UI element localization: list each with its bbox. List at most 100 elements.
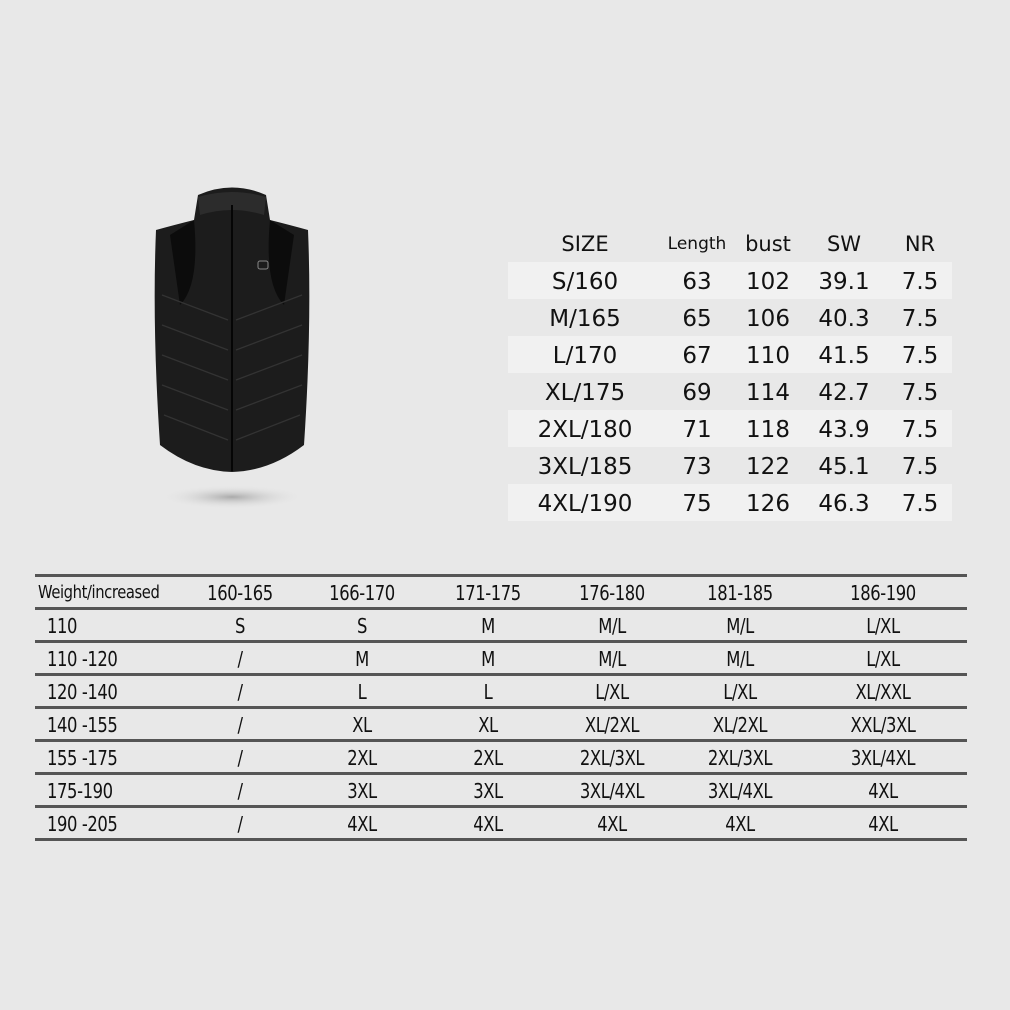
- size-table-cell: 106: [746, 306, 790, 332]
- fit-size-cell: 4XL: [868, 779, 898, 803]
- size-table-cell: XL/175: [544, 380, 626, 406]
- fit-table-header: Weight/increased 160-165 166-170 171-175 176…: [35, 574, 967, 607]
- weight-cell: 110 -120: [47, 647, 118, 671]
- size-table-row: XL/175 69 114 42.7 7.5: [508, 373, 952, 410]
- size-table-cell: 40.3: [818, 306, 870, 332]
- fit-size-cell: S: [356, 614, 368, 638]
- size-table-cell: 45.1: [818, 454, 870, 480]
- fit-size-cell: XXL/3XL: [850, 713, 916, 737]
- header-nr: NR: [904, 232, 936, 256]
- size-table-cell: 126: [746, 491, 790, 517]
- size-table-row: 3XL/185 73 122 45.1 7.5: [508, 447, 952, 484]
- fit-size-cell: M/L: [726, 647, 754, 671]
- fit-size-cell: /: [237, 680, 243, 704]
- header-length: Length: [667, 234, 727, 254]
- size-table-cell: 63: [682, 269, 712, 295]
- fit-size-cell: L/XL: [866, 647, 900, 671]
- fit-size-cell: L: [483, 680, 493, 704]
- fit-size-cell: 176-180: [579, 581, 645, 605]
- fit-size-cell: 171-175: [455, 581, 521, 605]
- fit-table-row: 120 -140 / L L L/XL L/XL XL/XXL: [35, 673, 967, 706]
- fit-size-cell: 3XL: [347, 779, 377, 803]
- fit-size-cell: 2XL: [473, 746, 503, 770]
- size-table-cell: 7.5: [901, 306, 939, 332]
- fit-table-row: 155 -175 / 2XL 2XL 2XL/3XL 2XL/3XL 3XL/4XL: [35, 739, 967, 772]
- weight-cell: 120 -140: [47, 680, 118, 704]
- fit-size-cell: XL/2XL: [712, 713, 768, 737]
- size-table-cell: 67: [682, 343, 712, 369]
- fit-size-cell: 181-185: [707, 581, 773, 605]
- weight-cell: 155 -175: [47, 746, 118, 770]
- weight-cell: 110: [47, 614, 78, 638]
- size-table-cell: 39.1: [818, 269, 870, 295]
- fit-size-cell: 3XL/4XL: [850, 746, 916, 770]
- fit-table-row: 140 -155 / XL XL XL/2XL XL/2XL XXL/3XL: [35, 706, 967, 739]
- header-sw: SW: [826, 232, 862, 256]
- fit-size-cell: L: [357, 680, 367, 704]
- fit-size-cell: 2XL: [347, 746, 377, 770]
- size-table-cell: 7.5: [901, 491, 939, 517]
- size-table-cell: 102: [746, 269, 790, 295]
- size-table-cell: 69: [682, 380, 712, 406]
- fit-table: Weight/increased 160-165 166-170 171-175 176…: [35, 574, 967, 841]
- fit-size-cell: M/L: [726, 614, 754, 638]
- size-table-cell: 43.9: [818, 417, 870, 443]
- size-table-cell: 46.3: [818, 491, 870, 517]
- fit-size-cell: XL: [478, 713, 498, 737]
- fit-size-cell: 166-170: [329, 581, 395, 605]
- fit-size-cell: M: [481, 647, 495, 671]
- size-table-row: S/160 63 102 39.1 7.5: [508, 262, 952, 299]
- size-table-cell: 7.5: [901, 454, 939, 480]
- size-table-header: SIZE Length bust SW NR: [508, 222, 952, 262]
- fit-size-cell: 4XL: [347, 812, 377, 836]
- size-table-cell: 3XL/185: [537, 454, 633, 480]
- fit-size-cell: L/XL: [723, 680, 757, 704]
- size-table-cell: 65: [682, 306, 712, 332]
- size-table-cell: 114: [746, 380, 790, 406]
- size-table-cell: 118: [746, 417, 790, 443]
- size-table-cell: 7.5: [901, 269, 939, 295]
- power-button-icon: [257, 260, 269, 270]
- size-table: SIZE Length bust SW NR S/160 63 102 39.1 7.5…: [508, 222, 952, 521]
- size-table-cell: 7.5: [901, 380, 939, 406]
- header-bust: bust: [745, 232, 791, 256]
- fit-size-cell: 2XL/3XL: [707, 746, 773, 770]
- size-table-cell: 73: [682, 454, 712, 480]
- fit-size-cell: 4XL: [597, 812, 627, 836]
- fit-size-cell: 2XL/3XL: [579, 746, 645, 770]
- fit-size-cell: 4XL: [868, 812, 898, 836]
- fit-size-cell: /: [237, 779, 243, 803]
- size-table-row: 4XL/190 75 126 46.3 7.5: [508, 484, 952, 521]
- weight-cell: 190 -205: [47, 812, 118, 836]
- fit-size-cell: L/XL: [595, 680, 629, 704]
- size-table-cell: 110: [746, 343, 790, 369]
- size-table-cell: 7.5: [901, 343, 939, 369]
- size-table-cell: 41.5: [818, 343, 870, 369]
- fit-size-cell: 186-190: [850, 581, 916, 605]
- fit-size-cell: L/XL: [866, 614, 900, 638]
- size-table-cell: 2XL/180: [537, 417, 633, 443]
- size-table-row: M/165 65 106 40.3 7.5: [508, 299, 952, 336]
- fit-table-row: 110 S S M M/L M/L L/XL: [35, 607, 967, 640]
- size-table-row: L/170 67 110 41.5 7.5: [508, 336, 952, 373]
- fit-size-cell: M/L: [598, 614, 626, 638]
- weight-cell: 140 -155: [47, 713, 118, 737]
- fit-size-cell: S: [234, 614, 246, 638]
- fit-size-cell: M/L: [598, 647, 626, 671]
- fit-size-cell: 4XL: [473, 812, 503, 836]
- fit-size-cell: /: [237, 713, 243, 737]
- size-table-cell: 122: [746, 454, 790, 480]
- weight-cell: 175-190: [47, 779, 113, 803]
- fit-size-cell: 4XL: [725, 812, 755, 836]
- fit-size-cell: 3XL/4XL: [579, 779, 645, 803]
- fit-table-row: 190 -205 / 4XL 4XL 4XL 4XL 4XL: [35, 805, 967, 841]
- header-size: SIZE: [561, 232, 609, 256]
- size-table-cell: 4XL/190: [537, 491, 633, 517]
- size-table-cell: S/160: [551, 269, 619, 295]
- fit-size-cell: /: [237, 812, 243, 836]
- size-table-cell: 7.5: [901, 417, 939, 443]
- size-table-cell: 75: [682, 491, 712, 517]
- fit-size-cell: /: [237, 746, 243, 770]
- size-table-cell: 42.7: [818, 380, 870, 406]
- size-table-cell: L/170: [552, 343, 618, 369]
